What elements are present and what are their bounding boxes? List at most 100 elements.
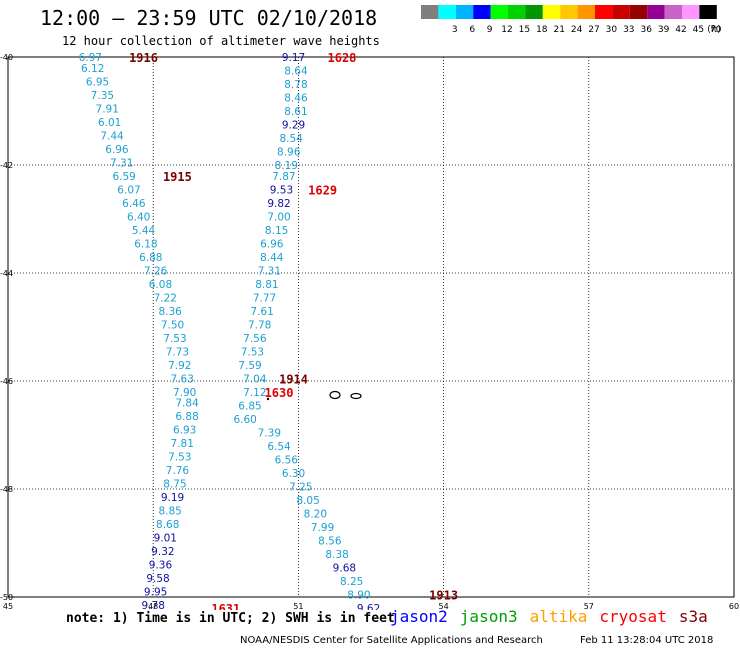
swh-value-west: 9.32	[151, 546, 174, 558]
swh-value-west: 8.68	[156, 519, 179, 531]
color-bin	[664, 5, 682, 19]
lon-tick-label: 48	[148, 602, 158, 610]
color-bin	[542, 5, 561, 19]
swh-value-east: 7.61	[250, 306, 273, 318]
swh-value-west: 7.22	[154, 292, 177, 304]
swh-value-west: 6.40	[127, 211, 150, 223]
color-bin-label: 24	[571, 25, 583, 35]
swh-value-east: 6.54	[267, 441, 291, 453]
swh-value-east: 7.87	[272, 171, 295, 183]
color-bin-label: 42	[675, 25, 686, 35]
lat-tick-label: -48	[0, 485, 13, 494]
lon-tick-label: 45	[3, 602, 13, 610]
pass-number-label: 1915	[163, 170, 192, 184]
swh-value-west: 6.93	[173, 425, 196, 437]
lat-tick-label: -42	[0, 161, 13, 170]
color-bin-label: 12	[501, 25, 512, 35]
color-bin-label: 6	[469, 25, 475, 35]
swh-value-east: 6.30	[282, 468, 305, 480]
swh-value-east: 8.25	[340, 576, 363, 588]
pass-number-label: 1631	[211, 602, 240, 610]
swh-value-west: 6.88	[139, 252, 162, 264]
color-bin	[629, 5, 648, 19]
legend-altika: altika	[529, 607, 588, 626]
color-bin	[421, 5, 439, 19]
swh-value-east: 8.61	[284, 106, 307, 118]
swh-value-east: 7.99	[311, 522, 334, 534]
swh-value-west: 7.92	[168, 360, 191, 372]
lat-tick-label: -44	[0, 269, 13, 278]
swh-value-east: 6.56	[275, 454, 299, 466]
swh-value-west: 6.01	[98, 117, 121, 129]
color-bin	[577, 5, 595, 19]
swh-value-east: 7.39	[258, 427, 281, 439]
swh-value-west: 7.63	[171, 373, 194, 385]
swh-value-east: 8.81	[255, 279, 278, 291]
timestamp-text: Feb 11 13:28:04 UTC 2018	[580, 635, 714, 646]
color-bin-label: 3	[452, 25, 458, 35]
swh-value-west: 6.96	[105, 144, 129, 156]
pass-number-label: 1916	[129, 51, 158, 65]
swh-value-east: 8.15	[265, 225, 288, 237]
swh-value-west: 7.81	[171, 438, 194, 450]
swh-value-west: 6.88	[175, 411, 198, 423]
color-bin	[455, 5, 474, 19]
color-bin	[438, 5, 456, 19]
swh-value-west: 7.31	[110, 157, 133, 169]
color-bin-label: 39	[658, 25, 670, 35]
swh-value-east: 7.56	[243, 333, 267, 345]
swh-value-west: 5.44	[132, 225, 156, 237]
swh-value-east: 9.53	[270, 184, 293, 196]
swh-value-east: 8.54	[279, 133, 303, 145]
swh-value-west: 8.85	[158, 506, 181, 518]
color-bin-label: 30	[606, 25, 618, 35]
legend-cryosat: cryosat	[599, 607, 667, 626]
swh-value-east: 8.19	[275, 160, 298, 172]
swh-value-east: 9.68	[333, 562, 356, 574]
swh-value-east: 8.96	[277, 147, 301, 159]
swh-value-west: 7.76	[166, 465, 190, 477]
swh-value-west: 6.07	[117, 184, 140, 196]
swh-value-east: 9.29	[282, 120, 305, 132]
lat-tick-label: -46	[0, 377, 13, 386]
swh-value-east: 8.64	[284, 66, 308, 78]
color-bin-label: 45	[693, 25, 704, 35]
satellite-legend: jason2 jason3 altika cryosat s3a	[390, 607, 720, 626]
swh-value-east: 8.90	[347, 589, 370, 601]
legend-jason2: jason2	[390, 607, 448, 626]
swh-value-east: 7.12	[243, 387, 266, 399]
swh-value-east: 7.31	[258, 265, 281, 277]
color-bin-label: 21	[553, 25, 564, 35]
swh-value-east: 8.20	[304, 508, 327, 520]
pass-number-label: 1914	[279, 372, 308, 386]
swh-value-west: 6.12	[81, 63, 104, 75]
chart-subtitle: 12 hour collection of altimeter wave hei…	[62, 34, 380, 48]
swh-value-west: 6.08	[149, 279, 172, 291]
swh-value-east: 8.46	[284, 93, 308, 105]
swh-value-west: 7.90	[173, 387, 196, 399]
swh-value-west: 7.91	[96, 103, 119, 115]
swh-value-east: 7.59	[238, 360, 261, 372]
swh-value-west: 9.19	[161, 492, 184, 504]
lon-tick-label: 51	[293, 602, 303, 610]
color-bin	[525, 5, 543, 19]
swh-value-west: 7.84	[175, 398, 199, 410]
swh-value-east: 6.85	[238, 400, 261, 412]
swh-value-west: 7.73	[166, 346, 189, 358]
swh-value-west: 7.50	[161, 319, 184, 331]
color-bin-label: 36	[640, 25, 652, 35]
lat-tick-label: -40	[0, 53, 13, 62]
color-bin-label: 15	[519, 25, 530, 35]
color-scale-unit: (ft)	[707, 25, 721, 35]
color-bin-label: 18	[536, 25, 548, 35]
swh-value-west: 8.36	[158, 306, 182, 318]
swh-value-west: 6.95	[86, 76, 109, 88]
color-bin	[473, 5, 491, 19]
chart-title: 12:00 – 23:59 UTC 02/10/2018	[40, 6, 378, 30]
swh-value-east: 6.60	[233, 414, 256, 426]
swh-value-east: 7.53	[241, 346, 264, 358]
swh-value-east: 7.77	[253, 292, 276, 304]
swh-value-east: 9.17	[282, 52, 305, 64]
swh-value-east: 6.96	[260, 238, 284, 250]
wave-height-map: 45 48 51 54 57 60-40-42-44-46-48-506.976.126.…	[0, 51, 739, 610]
